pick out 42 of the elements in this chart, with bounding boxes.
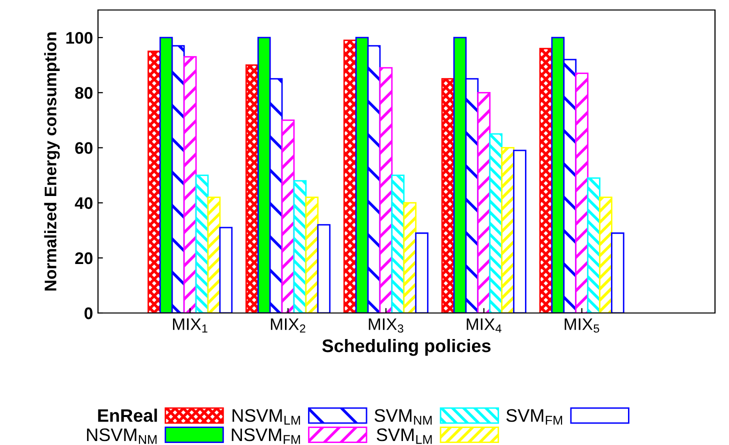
x-tick-label: MIX$_{3}$ [368,318,404,333]
bar [477,92,491,313]
bar [610,232,624,313]
y-tick-label: 40 [74,197,92,210]
bar [195,174,209,313]
bar [513,150,526,313]
bar [403,202,416,313]
legend-label: SVM$_{FM}$ [506,409,562,425]
bar [148,50,161,313]
legend-label: NSVM$_{NM}$ [87,428,157,444]
x-tick-label: MIX$_{5}$ [564,318,600,333]
legend-label: SVM$_{LM}$ [376,428,432,444]
bar [441,78,455,313]
bar [575,72,588,313]
legend-label: NSVM$_{FM}$ [232,428,300,444]
bar [587,177,600,313]
x-tick-label: MIX$_{4}$ [466,318,502,333]
x-axis-title: Scheduling policies [322,338,491,356]
x-tick-label: MIX$_{1}$ [173,318,208,333]
bar [305,196,319,313]
bar [379,67,393,313]
bar [183,56,197,313]
y-tick-label: 80 [75,87,92,99]
bar [489,133,502,313]
y-tick-label: 100 [66,32,92,44]
bar [219,226,233,313]
y-tick-label: 60 [75,142,92,154]
y-tick-label: 0 [84,307,92,320]
x-tick-label: MIX$_{2}$ [270,318,306,333]
bar [245,64,259,313]
bar [343,40,357,313]
legend-label: EnReal [98,408,157,422]
y-axis-title: Normalized Energy consumption [44,32,60,290]
legend-label: NSVM$_{LM}$ [232,409,300,425]
legend-label: SVM$_{NM}$ [374,409,432,425]
bar [415,232,428,313]
bar [599,196,612,313]
bar [317,224,331,313]
bar [391,174,405,313]
bar [501,147,514,313]
bar [281,119,295,313]
y-tick-label: 20 [75,252,92,264]
